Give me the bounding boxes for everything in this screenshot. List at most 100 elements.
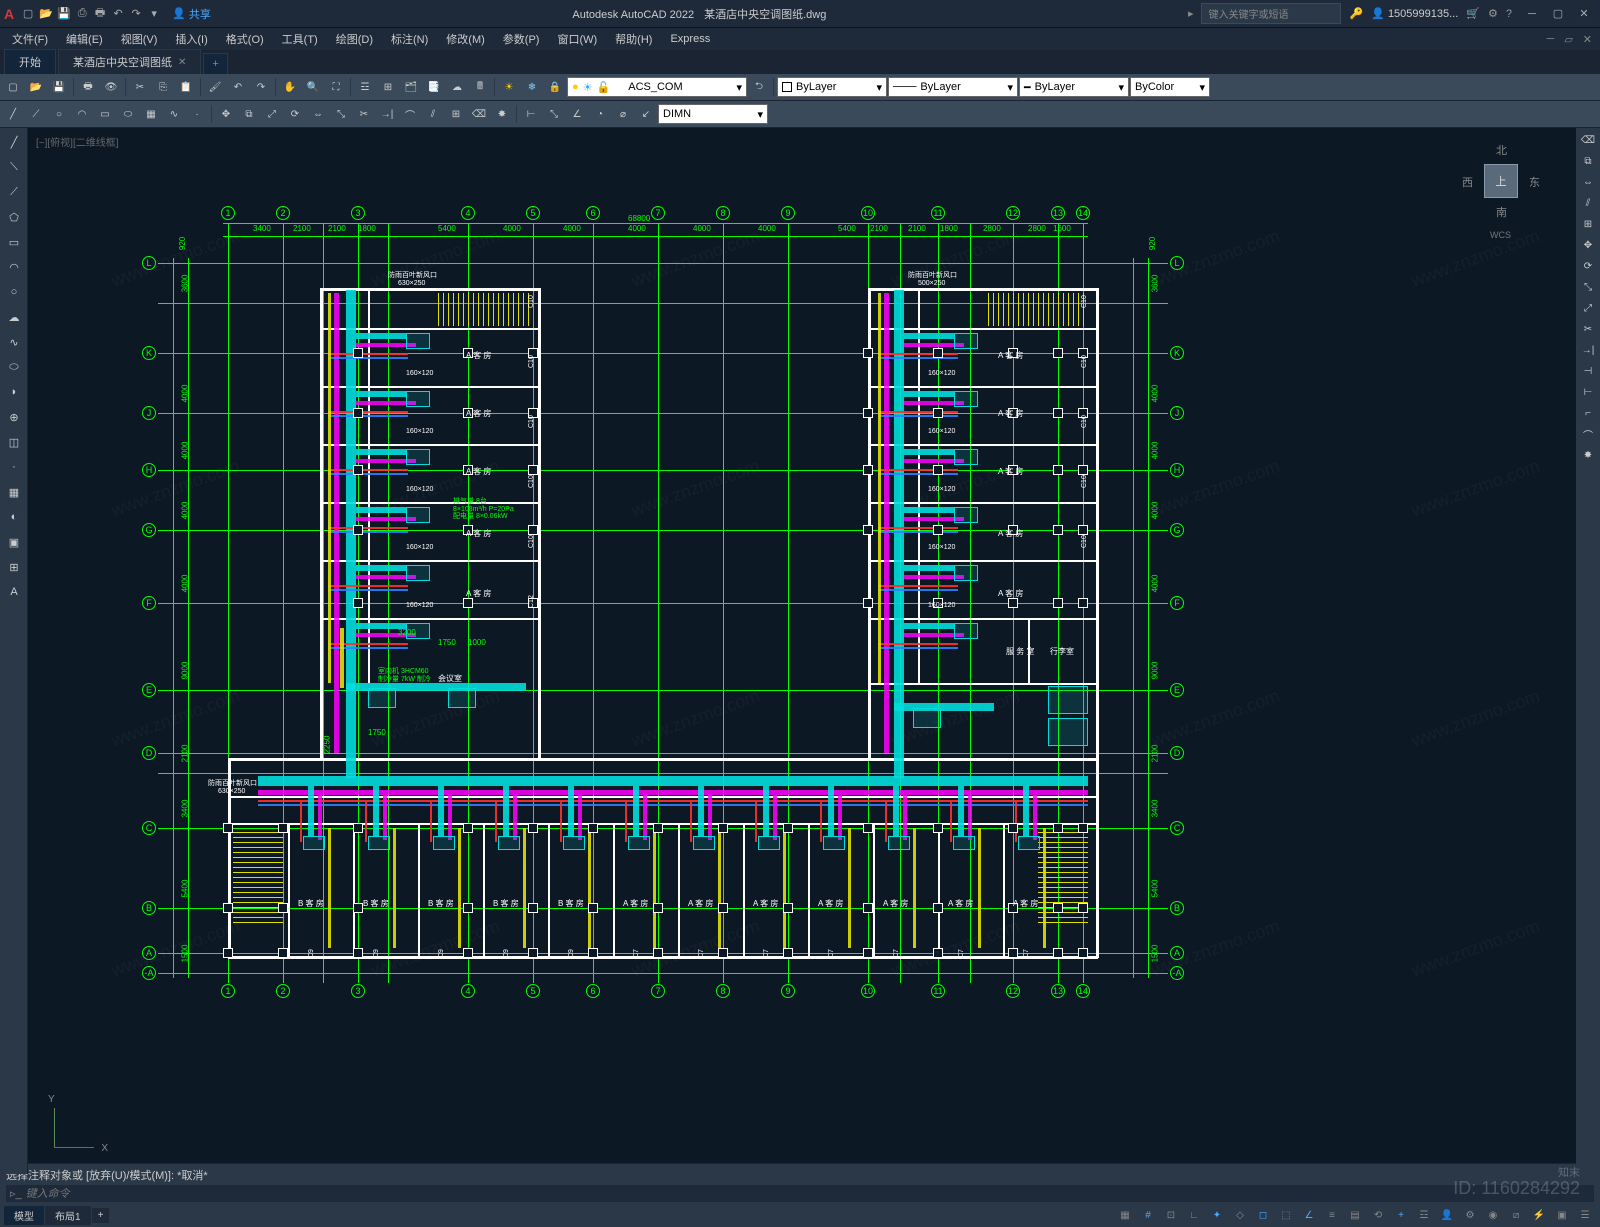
qat-undo-icon[interactable]: ↶ [110,6,126,22]
tb-dim-lin-icon[interactable]: ⊢ [520,103,542,125]
tb-erase-icon[interactable]: ⌫ [468,103,490,125]
rp-chamfer-icon[interactable]: ⌐ [1578,403,1598,423]
doc-minimize-icon[interactable]: ─ [1543,33,1559,45]
tb-leader-icon[interactable]: ↙ [635,103,657,125]
rp-copy-icon[interactable]: ⧉ [1578,151,1598,171]
tb-layer-prev-icon[interactable]: ⮌ [748,76,770,98]
lp-ellarc-icon[interactable]: ◗ [2,380,26,404]
tb-extend-icon[interactable]: →| [376,103,398,125]
tab-layout1[interactable]: 布局1 [45,1206,91,1225]
lp-block-icon[interactable]: ◫ [2,430,26,454]
tb-arc-icon[interactable]: ◠ [71,103,93,125]
tb-rect-icon[interactable]: ▭ [94,103,116,125]
rp-mirror-icon[interactable]: ⇔ [1578,172,1598,192]
lp-hatch-icon[interactable]: ▦ [2,480,26,504]
tb-point-icon[interactable]: · [186,103,208,125]
rp-join-icon[interactable]: ⊢ [1578,382,1598,402]
rp-offset-icon[interactable]: ⫽ [1578,193,1598,213]
lp-point-icon[interactable]: · [2,455,26,479]
qat-plot-icon[interactable]: 🖶 [92,6,108,22]
tb-zoom-icon[interactable]: 🔍 [302,76,324,98]
lp-gradient-icon[interactable]: ◐ [2,505,26,529]
help-search-input[interactable]: 键入关键字或短语 [1201,3,1341,24]
sb-model-icon[interactable]: ▦ [1114,1205,1136,1225]
vc-west[interactable]: 西 [1462,174,1473,190]
tb-dcenter-icon[interactable]: ⊞ [377,76,399,98]
tb-new-icon[interactable]: ▢ [2,76,24,98]
tb-tpalette-icon[interactable]: 🗂 [400,76,422,98]
minimize-button[interactable]: ─ [1520,5,1544,23]
lp-line-icon[interactable]: ╱ [2,130,26,154]
tb-paste-icon[interactable]: 📋 [175,76,197,98]
lp-pline-icon[interactable]: ⟋ [2,180,26,204]
menu-view[interactable]: 视图(V) [113,29,166,49]
tb-hatch-icon[interactable]: ▦ [140,103,162,125]
tb-copy2-icon[interactable]: ⧉ [238,103,260,125]
sb-transp-icon[interactable]: ▤ [1344,1205,1366,1225]
menu-help[interactable]: 帮助(H) [607,29,660,49]
tb-ellipse-icon[interactable]: ⬭ [117,103,139,125]
command-line[interactable]: 选择注释对象或 [放弃(U)/模式(M)]: *取消* ▹_ [0,1163,1600,1203]
color-dropdown[interactable]: ByLayer▾ [777,77,887,97]
rp-array-icon[interactable]: ⊞ [1578,214,1598,234]
tb-move-icon[interactable]: ✥ [215,103,237,125]
plotstyle-dropdown[interactable]: ByColor▾ [1130,77,1210,97]
sb-clean-icon[interactable]: ▣ [1551,1205,1573,1225]
vc-top[interactable]: 上 [1484,164,1518,198]
menu-format[interactable]: 格式(O) [218,29,272,49]
menu-insert[interactable]: 插入(I) [167,29,215,49]
tb-undo-icon[interactable]: ↶ [227,76,249,98]
rp-fillet-icon[interactable]: ⌒ [1578,424,1598,444]
tab-close-icon[interactable]: ✕ [178,57,186,68]
tb-preview-icon[interactable]: 👁 [100,76,122,98]
sb-custom-icon[interactable]: ☰ [1574,1205,1596,1225]
cart-icon[interactable]: 🛒 [1466,7,1480,20]
tb-save-icon[interactable]: 💾 [48,76,70,98]
tb-dim-rad-icon[interactable]: ◔ [589,103,611,125]
tb-cut-icon[interactable]: ✂ [129,76,151,98]
lp-circle-icon[interactable]: ○ [2,280,26,304]
sb-ws-icon[interactable]: ⚙ [1459,1205,1481,1225]
sb-otrack-icon[interactable]: ∠ [1298,1205,1320,1225]
sb-lwt-icon[interactable]: ≡ [1321,1205,1343,1225]
menu-parametric[interactable]: 参数(P) [495,29,548,49]
sb-amonitor-icon[interactable]: ◉ [1482,1205,1504,1225]
lp-insert-icon[interactable]: ⊕ [2,405,26,429]
lp-ellipse-icon[interactable]: ⬭ [2,355,26,379]
sb-polar-icon[interactable]: ✦ [1206,1205,1228,1225]
rp-scale-icon[interactable]: ⤡ [1578,277,1598,297]
lp-polygon-icon[interactable]: ⬠ [2,205,26,229]
tb-rotate-icon[interactable]: ⟳ [284,103,306,125]
tb-copy-icon[interactable]: ⎘ [152,76,174,98]
sb-ascale-icon[interactable]: 👤 [1436,1205,1458,1225]
menu-tools[interactable]: 工具(T) [274,29,326,49]
tb-sheet-icon[interactable]: 📑 [423,76,445,98]
tb-layer-freeze-icon[interactable]: ❄ [521,76,543,98]
sb-hwaccel-icon[interactable]: ⚡ [1528,1205,1550,1225]
tb-plot-icon[interactable]: 🖶 [77,76,99,98]
tb-layer-mgr-icon[interactable]: ☀ [498,76,520,98]
lp-xline-icon[interactable]: ⟍ [2,155,26,179]
maximize-button[interactable]: ▢ [1546,5,1570,23]
menu-modify[interactable]: 修改(M) [438,29,493,49]
dimstyle-dropdown[interactable]: DIMN▾ [658,104,768,124]
tb-dim-dia-icon[interactable]: ⌀ [612,103,634,125]
sb-cycle-icon[interactable]: ⟲ [1367,1205,1389,1225]
signin-icon[interactable]: 🔑 [1349,7,1363,20]
tb-line-icon[interactable]: ╱ [2,103,24,125]
sb-iso-icon[interactable]: ◇ [1229,1205,1251,1225]
rp-explode-icon[interactable]: ✸ [1578,445,1598,465]
sb-3dosnap-icon[interactable]: ⬚ [1275,1205,1297,1225]
sb-ortho-icon[interactable]: ∟ [1183,1205,1205,1225]
tb-scale-icon[interactable]: ⤡ [330,103,352,125]
app-menu-icon[interactable]: ⚙ [1488,7,1498,20]
lp-region-icon[interactable]: ▣ [2,530,26,554]
sb-snap-icon[interactable]: ⊡ [1160,1205,1182,1225]
lp-spline-icon[interactable]: ∿ [2,330,26,354]
tb-redo-icon[interactable]: ↷ [250,76,272,98]
lp-mtext-icon[interactable]: A [2,580,26,604]
menu-dimension[interactable]: 标注(N) [383,29,436,49]
share-button[interactable]: 👤 共享 [172,6,211,22]
viewport-label[interactable]: [−][俯视][二维线框] [36,134,119,149]
vc-east[interactable]: 东 [1529,174,1540,190]
